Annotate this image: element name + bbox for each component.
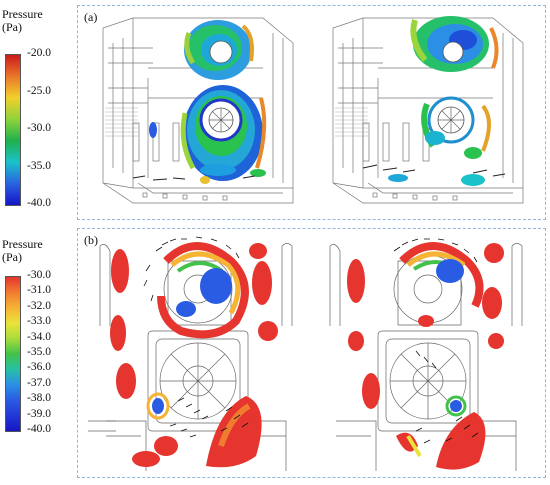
panel-b-label: (b) xyxy=(84,233,98,247)
legend-b-tick: -37.0 xyxy=(27,376,51,389)
legend-b-tick: -38.0 xyxy=(27,392,51,405)
legend-b-tick: -32.0 xyxy=(27,299,51,312)
legend-b-title-line1: Pressure xyxy=(2,237,43,251)
panel-a: (a) xyxy=(77,5,546,220)
legend-b: Pressure (Pa) -30.0 -31.0 -32.0 -33.0 -34.0 -… xyxy=(0,236,70,436)
legend-b-tick: -39.0 xyxy=(27,407,51,420)
legend-a-title-line1: Pressure xyxy=(2,7,43,21)
legend-a-tick: -40.0 xyxy=(27,197,51,209)
legend-b-tick: -31.0 xyxy=(27,284,51,297)
legend-a-tick: -25.0 xyxy=(27,84,51,97)
legend-b-colorbar xyxy=(5,276,21,432)
legend-a-tick: -35.0 xyxy=(27,159,51,172)
legend-a-title-line2: (Pa) xyxy=(2,20,22,34)
legend-a-colorbar xyxy=(5,54,21,206)
legend-b-title-line2: (Pa) xyxy=(2,250,22,264)
legend-b-tick: -35.0 xyxy=(27,346,51,358)
legend-a: Pressure (Pa) -20.0 -25.0 -30.0 -35.0 -40.0 xyxy=(0,6,70,211)
legend-b-tick: -30.0 xyxy=(27,269,51,281)
panel-a-label: (a) xyxy=(84,10,98,24)
legend-b-tick: -33.0 xyxy=(27,315,51,328)
legend-a-tick: -20.0 xyxy=(27,47,51,59)
legend-a-title: Pressure (Pa) xyxy=(2,8,43,34)
panel-a-left-view xyxy=(102,17,294,204)
panel-b-left-view xyxy=(88,236,293,471)
legend-a-tick: -30.0 xyxy=(27,122,51,134)
legend-b-tick: -34.0 xyxy=(27,330,51,343)
legend-b-tick: -36.0 xyxy=(27,361,51,374)
legend-b-tick: -40.0 xyxy=(27,423,51,435)
panel-b-right-view xyxy=(329,238,523,471)
panel-b: (b) xyxy=(77,228,546,478)
legend-b-title: Pressure (Pa) xyxy=(2,238,43,264)
panel-a-right-view xyxy=(332,16,524,204)
